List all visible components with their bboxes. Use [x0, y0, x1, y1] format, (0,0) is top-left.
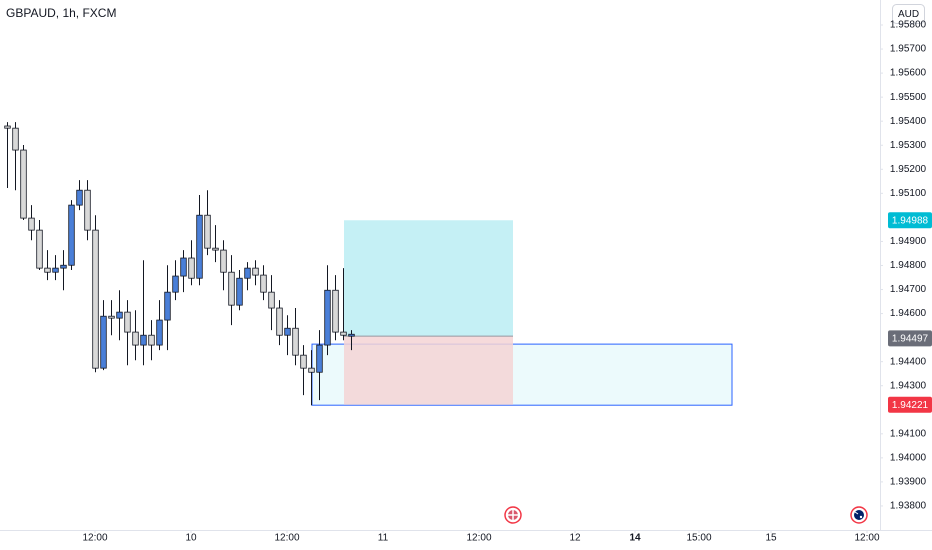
y-tick-label: 1.94700 — [890, 284, 927, 295]
y-tick-label: 1.93800 — [890, 501, 927, 512]
y-tick-label: 1.94000 — [890, 452, 927, 463]
candle-body — [180, 257, 187, 277]
candle-body — [324, 289, 331, 346]
x-tick-label: 11 — [378, 533, 389, 544]
x-tick-label: 12:00 — [466, 533, 491, 544]
y-tick-label: 1.95200 — [890, 164, 927, 175]
candle-body — [44, 267, 51, 273]
candle-body — [188, 257, 195, 279]
drawings — [311, 220, 733, 406]
candle-body — [300, 354, 307, 369]
x-tick-label: 10 — [185, 533, 197, 544]
candle-body — [292, 327, 299, 356]
candle-body — [132, 331, 139, 346]
x-tick-label: 14 — [629, 533, 641, 544]
candle-body — [100, 315, 107, 369]
candle-body — [164, 291, 171, 321]
y-tick-label: 1.94400 — [890, 356, 927, 367]
candle-body — [196, 214, 203, 279]
candle-body — [236, 277, 243, 306]
candle-body — [284, 327, 291, 336]
candle-body — [220, 249, 227, 273]
loss-zone — [344, 336, 513, 405]
candle-body — [348, 333, 355, 337]
price-badge-label: 1.94497 — [892, 333, 929, 344]
candle-body — [308, 367, 315, 373]
candle-body — [28, 217, 35, 231]
candle-body — [316, 344, 323, 373]
x-tick-label: 12:00 — [82, 533, 107, 544]
candle-body — [68, 204, 75, 266]
candle-body — [84, 189, 91, 231]
candle-body — [140, 334, 147, 346]
y-tick-label: 1.95600 — [890, 68, 927, 79]
x-tick-label: 15 — [765, 533, 777, 544]
event-icon[interactable] — [850, 506, 868, 524]
price-badge — [888, 212, 932, 229]
y-tick-label: 1.94600 — [890, 308, 927, 319]
candle-body — [260, 274, 267, 293]
candle-body — [332, 289, 339, 333]
x-tick-label: 15:00 — [686, 533, 711, 544]
candle-body — [124, 311, 131, 333]
candle-body — [108, 315, 115, 319]
y-tick-label: 1.95400 — [890, 116, 927, 127]
candle-body — [36, 229, 43, 269]
y-tick-label: 1.94900 — [890, 236, 927, 247]
price-badge — [888, 396, 932, 413]
y-tick-label: 1.94800 — [890, 260, 927, 271]
y-tick-label: 1.94100 — [890, 428, 927, 439]
candle-body — [340, 331, 347, 336]
price-badge — [888, 330, 932, 347]
candle-body — [156, 319, 163, 346]
candle-body — [268, 291, 275, 309]
candle-body — [148, 334, 155, 346]
y-tick-label: 1.94300 — [890, 380, 927, 391]
candle-body — [228, 271, 235, 306]
currency-label[interactable]: AUD — [898, 9, 919, 20]
candle-body — [20, 149, 27, 219]
price-badge-label: 1.94221 — [892, 400, 929, 411]
x-tick-label: 12:00 — [854, 533, 879, 544]
y-tick-label: 1.95800 — [890, 20, 927, 31]
candle-body — [212, 247, 219, 251]
y-tick-label: 1.95100 — [890, 188, 927, 199]
y-tick-label: 1.95300 — [890, 140, 927, 151]
candles — [4, 122, 355, 406]
candle-body — [52, 267, 59, 273]
chart-title: GBPAUD, 1h, FXCM — [6, 6, 116, 20]
candle-body — [60, 264, 67, 269]
x-tick-label: 12 — [569, 533, 581, 544]
y-tick-label: 1.95500 — [890, 92, 927, 103]
candle-body — [4, 125, 11, 129]
candle-body — [76, 189, 83, 206]
candle-body — [244, 267, 251, 279]
y-tick-label: 1.93900 — [890, 477, 927, 488]
candle-body — [12, 127, 19, 151]
candle-body — [172, 275, 179, 293]
x-tick-label: 12:00 — [274, 533, 299, 544]
candle-body — [116, 311, 123, 319]
profit-zone — [344, 220, 513, 337]
candle-body — [204, 214, 211, 249]
y-tick-label: 1.95700 — [890, 44, 927, 55]
candle-body — [252, 267, 259, 276]
price-badge-label: 1.94988 — [892, 215, 929, 226]
event-icon[interactable] — [504, 506, 522, 524]
candle-body — [92, 229, 99, 369]
candle-body — [276, 307, 283, 336]
currency-button[interactable] — [892, 4, 925, 24]
